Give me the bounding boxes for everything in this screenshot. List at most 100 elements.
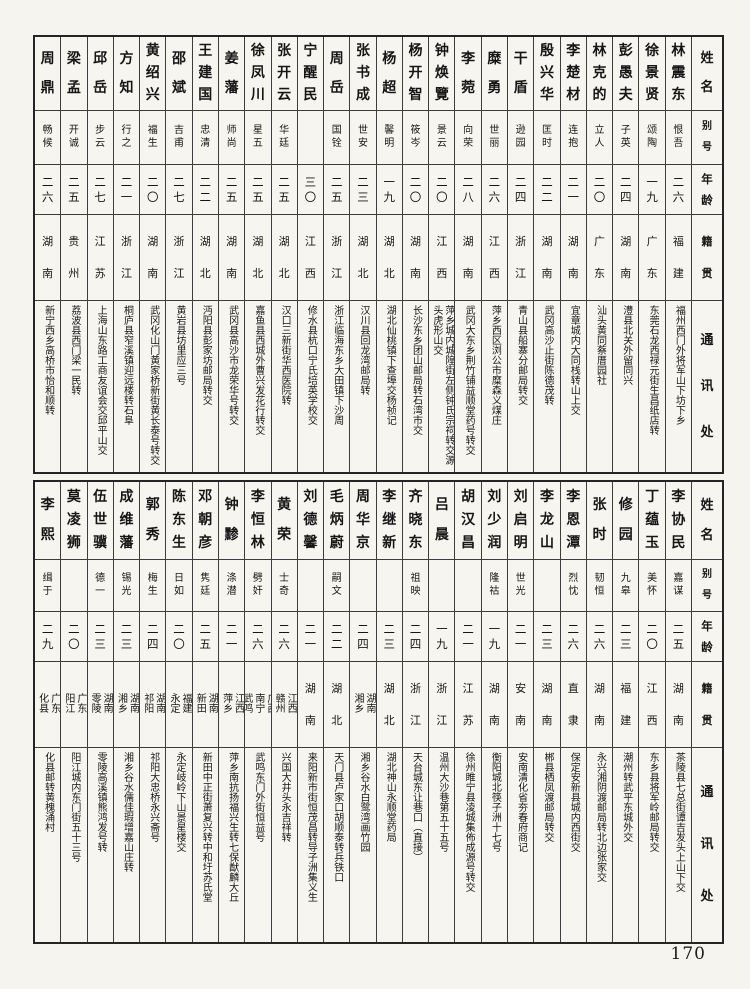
alias-cell xyxy=(61,560,87,612)
person-column: 徐凤川星五二五湖北嘉鱼县西城外曹兴发花行转交 xyxy=(244,37,271,472)
native-place-cell: 浙江 xyxy=(429,662,455,748)
age-cell: 二三 xyxy=(376,612,402,662)
age-cell: 二三 xyxy=(113,612,140,662)
address-cell: 潮州转武平东城外交 xyxy=(620,752,632,842)
address-cell: 东乡县将军岭邮局转交 xyxy=(647,752,659,852)
person-column: 殷兴华匡时二二湖南武冈高沙止街陈德茂转 xyxy=(533,37,560,472)
name-cell: 邵斌 xyxy=(166,37,192,111)
name-cell: 李继新 xyxy=(376,482,402,560)
page-number: 170 xyxy=(670,944,706,964)
header-column: 姓名别号年龄籍贯通讯处 xyxy=(691,482,722,942)
name-cell: 张书成 xyxy=(350,37,376,111)
age-cell: 二〇 xyxy=(140,165,166,215)
address-cell: 武冈县高沙市龙荣华号转交 xyxy=(226,305,238,425)
name-cell: 林震东 xyxy=(665,37,691,111)
native-place-cell: 湖南 xyxy=(297,662,324,748)
person-column: 郭秀梅生二四湖南祁阳 祁阳大忠桥永兴斋号 xyxy=(139,482,166,942)
person-column: 干盾逊园二四浙江青山县船寨分邮局转交 xyxy=(507,37,534,472)
native-place-cell: 江西 xyxy=(481,215,508,301)
age-cell: 二一 xyxy=(455,612,481,662)
name-cell: 邱岳 xyxy=(87,37,113,111)
age-cell: 三〇 xyxy=(297,165,324,215)
native-place-cell: 江西赣州 xyxy=(271,662,297,748)
native-place-cell: 江西萍乡 xyxy=(218,662,245,748)
native-place-cell: 浙江 xyxy=(402,662,429,748)
age-cell: 二八 xyxy=(455,165,481,215)
name-cell: 林克的 xyxy=(586,37,613,111)
age-cell: 二〇 xyxy=(586,165,613,215)
age-cell: 二四 xyxy=(613,165,639,215)
age-cell: 二七 xyxy=(87,165,113,215)
address-cell: 东莞石龙西禄元街生昌纸店转 xyxy=(647,305,659,435)
alias-cell: 德一 xyxy=(87,560,113,612)
person-column: 林克的立人二〇广东汕头黄同蔡厝园社 xyxy=(585,37,613,472)
age-cell: 二三 xyxy=(87,612,113,662)
person-column: 王建国忠清二二湖北沔阳县彭家坊邮局转交 xyxy=(191,37,218,472)
native-place-cell: 江苏 xyxy=(87,215,113,301)
age-cell: 二四 xyxy=(402,612,429,662)
native-place-cell: 福建 xyxy=(613,662,639,748)
native-place-cell: 直隶 xyxy=(560,662,586,748)
name-cell: 钟焕覽 xyxy=(429,37,455,111)
alias-cell: 匡时 xyxy=(534,111,560,165)
native-place-cell: 广东阳江 xyxy=(61,662,87,748)
person-column: 邱岳步云二七江苏上海山东路工商友谊会交邱平山交 xyxy=(86,37,113,472)
address-cell: 安南清化省夯春府商记 xyxy=(515,752,527,852)
alias-cell: 劈奸 xyxy=(245,560,271,612)
age-cell: 二一 xyxy=(508,612,534,662)
alias-cell: 士奇 xyxy=(271,560,297,612)
column-header-label: 年龄 xyxy=(692,165,722,215)
address-cell: 零陵高溪镇熊鸿发号转 xyxy=(95,752,107,852)
address-cell: 徐州睢宁县凌城集佈成源号转交 xyxy=(463,752,475,892)
address-cell: 长沙东乡团山邮局转石湾市交 xyxy=(410,305,422,435)
address-cell: 化县邮转黄槐涌村 xyxy=(42,752,54,832)
native-place-cell: 浙江 xyxy=(324,215,350,301)
age-cell: 一九 xyxy=(639,165,665,215)
address-cell: 兴国大井头永吉祥转 xyxy=(279,752,291,842)
native-place-cell: 湖南 xyxy=(481,662,508,748)
name-cell: 成维藩 xyxy=(113,482,140,560)
name-cell: 李楚材 xyxy=(560,37,586,111)
person-column: 周华京二四湖南湘乡 湘乡谷水白鹭湾画竹园 xyxy=(349,482,376,942)
person-column: 邓朝彦隽廷二五湖南新田 新田中正街萧复兴转中和圩苏氏堂 xyxy=(191,482,218,942)
person-column: 胡汉昌二一江苏徐州睢宁县凌城集佈成源号转交 xyxy=(454,482,481,942)
age-cell: 二〇 xyxy=(429,165,455,215)
person-column: 李继新二三湖北湖北神山永顺堂药局 xyxy=(375,482,402,942)
native-place-cell: 湖南 xyxy=(402,215,429,301)
address-cell: 湖北仙桃镇下查埠交杨祯记 xyxy=(384,305,396,425)
address-cell: 武冈高沙止街陈德茂转 xyxy=(541,305,553,405)
name-cell: 王建国 xyxy=(192,37,218,111)
native-place-cell: 湖南 xyxy=(586,662,613,748)
age-cell: 二三 xyxy=(350,165,376,215)
address-cell: 衡阳城北筷子洲十七号 xyxy=(489,752,501,852)
name-cell: 吕晨 xyxy=(429,482,455,560)
person-column: 李楚材连抱二一湖南宜章城内大同栈转山上交 xyxy=(559,37,586,472)
native-place-cell: 湖南 xyxy=(140,215,166,301)
name-cell: 梁孟 xyxy=(61,37,87,111)
age-cell: 二〇 xyxy=(639,612,665,662)
address-cell: 武鸣东门外街恒益号 xyxy=(252,752,264,842)
alias-cell: 涤潜 xyxy=(218,560,245,612)
person-column: 林震东恨吾二六福建福州西门外将军山下坊下乡 xyxy=(664,37,691,472)
alias-cell: 筱岑 xyxy=(402,111,429,165)
address-cell: 温州大沙巷第五十五号 xyxy=(436,752,448,852)
address-cell: 黄岩县坊里应三号 xyxy=(174,305,186,385)
alias-cell: 星五 xyxy=(245,111,271,165)
native-place-cell: 湖南零陵 xyxy=(87,662,113,748)
age-cell: 二五 xyxy=(245,165,271,215)
age-cell: 二五 xyxy=(324,165,350,215)
address-cell: 澧县北关外留同兴 xyxy=(620,305,632,385)
age-cell: 二四 xyxy=(140,612,166,662)
native-place-cell: 湖北 xyxy=(271,215,297,301)
name-cell: 周鼎 xyxy=(34,37,61,111)
alias-cell: 步云 xyxy=(87,111,113,165)
address-cell: 萍乡城内城隍街左侧钟氏宗祠转交源头虎形山交 xyxy=(430,305,454,465)
alias-cell: 福生 xyxy=(140,111,166,165)
address-cell: 永兴湘阴渡邮局转北边张家交 xyxy=(594,752,606,882)
address-cell: 新田中正街萧复兴转中和圩苏氏堂 xyxy=(200,752,212,902)
name-cell: 邓朝彦 xyxy=(192,482,218,560)
person-column: 伍世骥德一二三湖南零陵 零陵高溪镇熊鸿发号转 xyxy=(86,482,113,942)
native-place-cell: 浙江 xyxy=(508,215,534,301)
name-cell: 张开云 xyxy=(271,37,297,111)
column-header-label: 籍贯 xyxy=(692,215,722,301)
